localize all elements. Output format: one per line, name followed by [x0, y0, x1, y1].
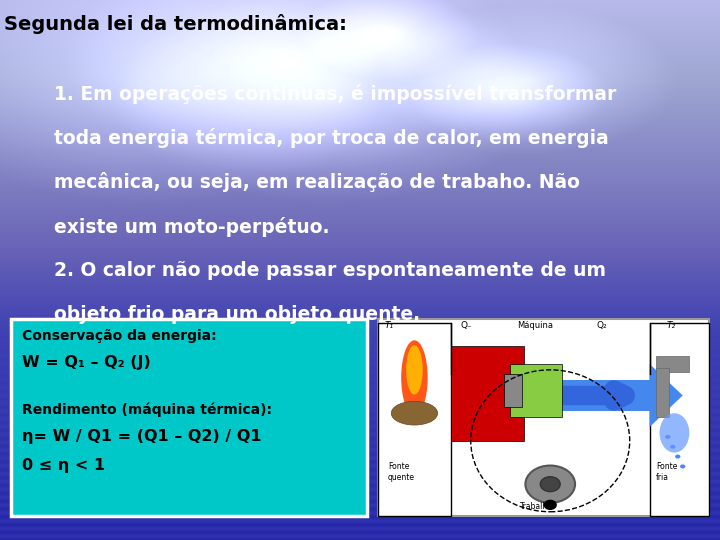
Bar: [656, 368, 670, 417]
Bar: [656, 356, 689, 372]
Ellipse shape: [660, 413, 689, 453]
Text: Rendimento (máquina térmica):: Rendimento (máquina térmica):: [22, 402, 271, 417]
Ellipse shape: [391, 401, 438, 425]
Circle shape: [540, 477, 560, 491]
Text: 0 ≤ η < 1: 0 ≤ η < 1: [22, 458, 104, 473]
Bar: [451, 346, 523, 441]
Text: T₁: T₁: [384, 321, 394, 329]
Bar: [378, 322, 451, 516]
Text: Conservação da energia:: Conservação da energia:: [22, 329, 216, 343]
Text: mecânica, ou seja, em realização de trabaho. Não: mecânica, ou seja, em realização de trab…: [54, 172, 580, 192]
Text: Fonte
fria: Fonte fria: [656, 462, 678, 482]
FancyBboxPatch shape: [378, 319, 709, 516]
Text: 1. Em operações contínuas, é impossível transformar: 1. Em operações contínuas, é impossível …: [54, 84, 616, 104]
Text: objeto frio para um objeto quente.: objeto frio para um objeto quente.: [54, 305, 420, 324]
Text: 2. O calor não pode passar espontaneamente de um: 2. O calor não pode passar espontaneamen…: [54, 261, 606, 280]
Polygon shape: [649, 364, 683, 427]
Text: Q₋: Q₋: [461, 321, 472, 329]
Text: η= W / Q1 = (Q1 – Q2) / Q1: η= W / Q1 = (Q1 – Q2) / Q1: [22, 429, 261, 444]
Text: toda energia térmica, por troca de calor, em energia: toda energia térmica, por troca de calor…: [54, 128, 608, 148]
Text: T₂: T₂: [666, 321, 675, 329]
Circle shape: [670, 445, 675, 449]
FancyArrowPatch shape: [563, 390, 625, 401]
Ellipse shape: [401, 340, 428, 415]
Bar: [649, 322, 709, 516]
Text: existe um moto-perpétuo.: existe um moto-perpétuo.: [54, 217, 330, 237]
Circle shape: [544, 501, 556, 509]
Text: Q₂: Q₂: [597, 321, 607, 329]
FancyBboxPatch shape: [11, 319, 367, 516]
Text: Trabalho: Trabalho: [521, 502, 553, 511]
Circle shape: [665, 435, 670, 439]
Ellipse shape: [406, 345, 423, 395]
Circle shape: [675, 455, 680, 458]
Text: W = Q₁ – Q₂ (J): W = Q₁ – Q₂ (J): [22, 355, 150, 370]
Circle shape: [680, 464, 685, 468]
Bar: [504, 374, 522, 407]
Bar: [544, 380, 649, 411]
Text: Fonte
quente: Fonte quente: [388, 462, 415, 482]
Text: Máquina: Máquina: [517, 321, 553, 329]
Text: Segunda lei da termodinâmica:: Segunda lei da termodinâmica:: [4, 14, 346, 33]
Bar: [510, 364, 562, 417]
Circle shape: [526, 465, 575, 503]
